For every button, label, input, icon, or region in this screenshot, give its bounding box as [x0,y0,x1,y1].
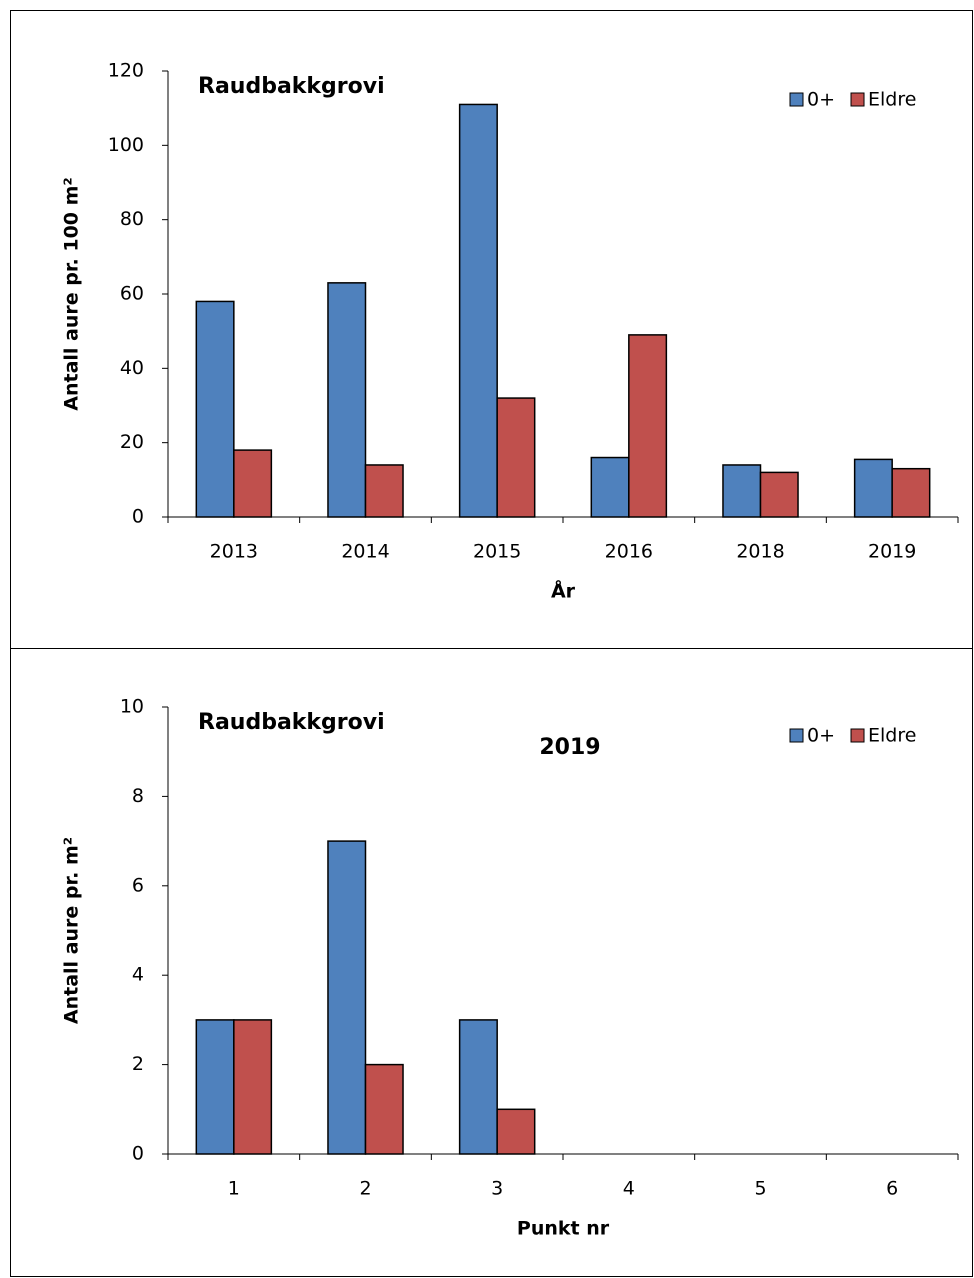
legend-label: Eldre [868,89,916,111]
chart-title: Raudbakkgrovi [198,710,385,735]
bar [853,458,893,518]
legend-label: Eldre [868,725,916,747]
y-tick-label: 2 [132,1053,144,1075]
y-tick-label: 8 [132,785,144,807]
legend-swatch [789,728,804,743]
bar [233,449,273,518]
bar [195,1019,235,1155]
chart-frame [10,648,973,1277]
y-tick-label: 0 [132,506,144,528]
x-tick-label: 2014 [341,541,389,563]
x-tick-label: 4 [623,1178,635,1200]
y-tick-label: 60 [120,283,144,305]
bar [327,282,367,518]
bar [891,467,931,518]
y-axis-title: Antall aure pr. 100 m² [61,177,83,410]
legend-swatch [789,92,804,107]
x-tick-label: 2019 [868,541,916,563]
x-tick-label: 2015 [473,541,521,563]
x-tick-label: 2016 [605,541,653,563]
y-tick-label: 120 [108,60,144,82]
y-axis-title: Antall aure pr. m² [61,837,83,1024]
y-tick-label: 20 [120,431,144,453]
bar [458,103,498,518]
x-tick-label: 2018 [736,541,784,563]
bar [722,464,762,518]
x-axis-title: Punkt nr [517,1218,610,1240]
legend-swatch [850,728,865,743]
legend-label: 0+ [807,89,835,111]
bar [364,464,404,518]
bar [233,1019,273,1155]
x-tick-label: 3 [491,1178,503,1200]
y-tick-label: 80 [120,208,144,230]
x-axis-title: År [551,579,576,603]
bar [195,300,235,518]
x-tick-label: 2 [359,1178,371,1200]
y-tick-label: 100 [108,134,144,156]
y-tick-label: 40 [120,357,144,379]
bar [759,471,799,518]
bar [628,334,668,518]
y-tick-label: 10 [120,696,144,718]
y-tick-label: 0 [132,1143,144,1165]
x-tick-label: 1 [228,1178,240,1200]
bar [496,397,536,518]
x-tick-label: 2013 [210,541,258,563]
chart-subtitle: 2019 [539,735,600,760]
bar [327,840,367,1155]
bar [458,1019,498,1155]
y-tick-label: 4 [132,964,144,986]
bar [590,456,630,518]
x-tick-label: 6 [886,1178,898,1200]
bar [364,1063,404,1155]
chart-title: Raudbakkgrovi [198,74,385,99]
bar [496,1108,536,1155]
legend-swatch [850,92,865,107]
y-tick-label: 6 [132,874,144,896]
legend-label: 0+ [807,725,835,747]
x-tick-label: 5 [754,1178,766,1200]
